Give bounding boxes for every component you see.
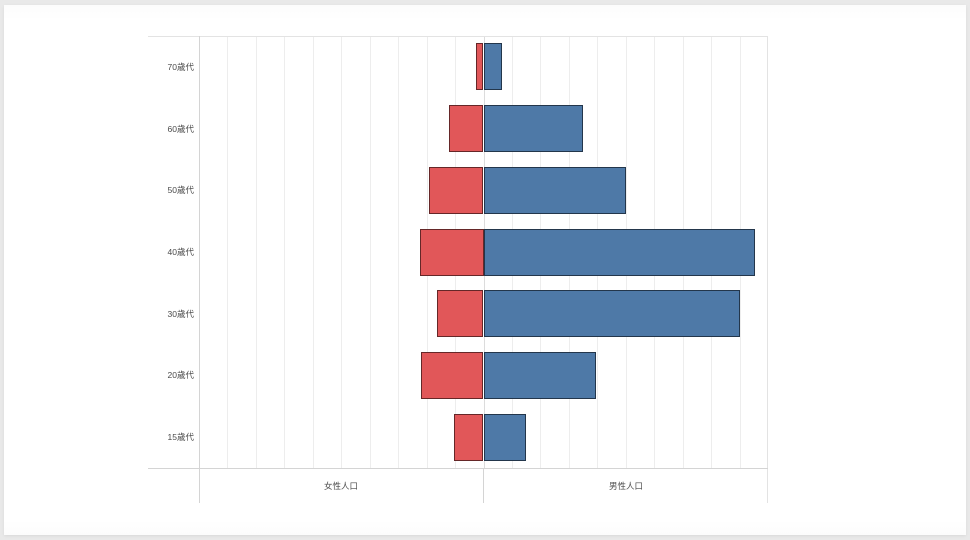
female-bar[interactable] (420, 351, 484, 399)
y-axis-category-label: 30歳代 (167, 308, 194, 319)
x-axis-line (148, 468, 768, 469)
female-bar[interactable] (453, 413, 484, 461)
gridline (398, 36, 400, 468)
male-bar[interactable] (483, 413, 527, 461)
female-bar[interactable] (419, 228, 484, 276)
plot-area (199, 36, 768, 468)
y-axis-labels: 70歳代 60歳代 50歳代 40歳代 30歳代 20歳代 15歳代 (148, 36, 196, 468)
male-bar[interactable] (483, 105, 584, 153)
y-axis-category-label: 40歳代 (167, 247, 194, 257)
female-bar[interactable] (476, 43, 484, 91)
y-axis-category-label: 70歳代 (167, 61, 194, 72)
chart-panel: 70歳代 60歳代 50歳代 40歳代 30歳代 20歳代 15歳代 女性人口 男性人口 (4, 5, 966, 535)
male-bar[interactable] (483, 290, 740, 338)
y-axis-category-label: 15歳代 (167, 432, 194, 443)
female-bar[interactable] (449, 105, 484, 153)
y-axis-category-label: 50歳代 (167, 185, 194, 196)
male-bar[interactable] (483, 351, 596, 399)
y-axis-category-label: 20歳代 (167, 370, 194, 381)
gridline (312, 36, 314, 468)
plot-top-border (148, 36, 768, 37)
gridline (227, 36, 229, 468)
male-axis-label-cell: 男性人口 (484, 468, 768, 503)
center-axis-divider (483, 468, 484, 503)
plot-right-border (767, 36, 768, 503)
gridline (369, 36, 371, 468)
male-axis-label: 男性人口 (608, 480, 643, 491)
female-bar[interactable] (429, 166, 484, 214)
x-axis-row: 女性人口 男性人口 (199, 468, 768, 503)
male-bar[interactable] (483, 43, 502, 91)
gridline (255, 36, 257, 468)
y-axis-category-label: 60歳代 (167, 123, 194, 134)
chart-region: 70歳代 60歳代 50歳代 40歳代 30歳代 20歳代 15歳代 女性人口 男性人口 (148, 36, 768, 503)
gridline (284, 36, 286, 468)
male-bar[interactable] (483, 228, 756, 276)
female-bar[interactable] (436, 290, 484, 338)
female-axis-label: 女性人口 (323, 480, 358, 491)
gridline (341, 36, 343, 468)
female-axis-label-cell: 女性人口 (199, 468, 483, 503)
male-bar[interactable] (483, 166, 626, 214)
y-axis-line (199, 36, 200, 503)
